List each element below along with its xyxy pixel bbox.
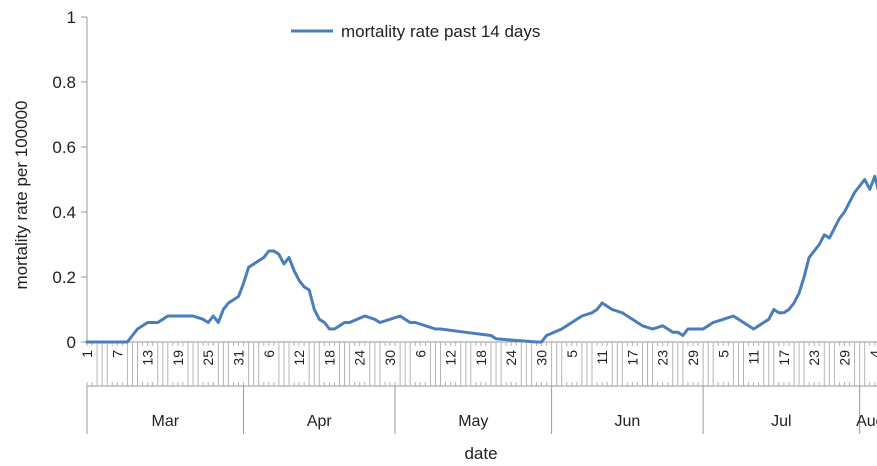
y-axis-title: mortality rate per 100000 [12,101,31,290]
x-tick-label: 23 [806,350,822,366]
x-tick-label: 24 [503,350,519,366]
y-tick-label: 0.8 [52,73,76,92]
x-tick-label-bg [201,346,216,382]
y-ticks: 0 0.2 0.4 0.6 0.8 1 [52,8,87,352]
x-tick-label: 5 [715,350,731,358]
x-tick-label-bg [383,346,397,382]
x-tick-label: 1 [79,350,95,358]
x-tick-label: 5 [564,350,580,358]
x-tick-label-bg [443,346,458,382]
x-tick-label: 6 [412,350,428,358]
month-label: Aug [856,413,877,430]
x-tick-label: 11 [746,350,762,365]
x-tick-label: 30 [534,350,550,366]
x-tick-label: 25 [200,350,216,366]
plot-area [85,174,877,344]
y-tick-label: 0 [67,333,76,352]
legend-label: mortality rate past 14 days [341,22,540,41]
x-tick-label-bg [534,346,549,382]
x-tick-label-bg [746,346,761,382]
month-label: Apr [307,413,333,430]
x-tick-label-bg [837,346,852,382]
x-tick-label-bg [170,346,185,382]
x-tick-label-bg [776,346,791,382]
x-tick-label-bg [807,346,822,382]
x-tick-label-bg [231,346,246,382]
x-tick-label-bg [473,346,488,382]
x-tick-label-bg [686,346,700,382]
x-tick-label-bg [110,346,125,382]
x-tick-label-bg [625,346,640,382]
x-tick-label: 18 [473,350,489,366]
y-tick-label: 0.4 [52,203,76,222]
month-labels: Mar Apr May Jun Jul Aug [86,386,877,434]
legend: mortality rate past 14 days [291,22,540,41]
x-tick-label-bg [322,346,337,382]
month-label: May [458,413,488,430]
x-tick-labels: 1 7 13 19 25 31 6 12 18 24 30 6 12 18 24 30 5 11 17 23 29 5 11… [79,346,877,382]
y-tick-label: 0.2 [52,268,76,287]
x-tick-label-bg [564,346,579,382]
x-tick-label: 29 [837,350,853,366]
x-tick-label: 12 [291,350,307,366]
x-tick-label-bg [413,346,428,382]
x-tick-label: 11 [594,350,610,365]
x-tick-label-bg [504,346,519,382]
x-tick-label-bg [867,346,877,382]
month-label: Jun [614,413,640,430]
x-tick-label-bg [80,346,94,382]
x-tick-label-bg [352,346,367,382]
x-tick-label-bg [292,346,307,382]
x-tick-label-bg [655,346,670,382]
x-tick-label: 18 [321,350,337,366]
month-label: Mar [151,413,179,430]
x-tick-label-bg [595,346,610,382]
x-tick-label: 13 [140,350,156,366]
x-tick-label-bg [140,346,155,382]
month-label: Jul [771,413,791,430]
x-tick-label: 6 [261,350,277,358]
x-tick-label-bg [261,346,276,382]
y-tick-label: 1 [67,8,76,27]
y-tick-label: 0.6 [52,138,76,157]
x-tick-label: 12 [443,350,459,366]
series-line [85,174,877,344]
x-axis-title: date [464,444,497,463]
x-tick-label: 29 [685,350,701,366]
x-tick-label: 31 [231,350,247,366]
x-tick-label: 24 [352,350,368,366]
x-tick-label: 7 [109,350,125,358]
x-tick-label: 19 [170,350,186,366]
x-tick-label-bg [716,346,731,382]
x-tick-label: 17 [624,350,640,366]
x-tick-label: 4 [867,350,877,358]
x-tick-label: 23 [655,350,671,366]
x-tick-label: 30 [382,350,398,366]
x-tick-label: 17 [776,350,792,366]
